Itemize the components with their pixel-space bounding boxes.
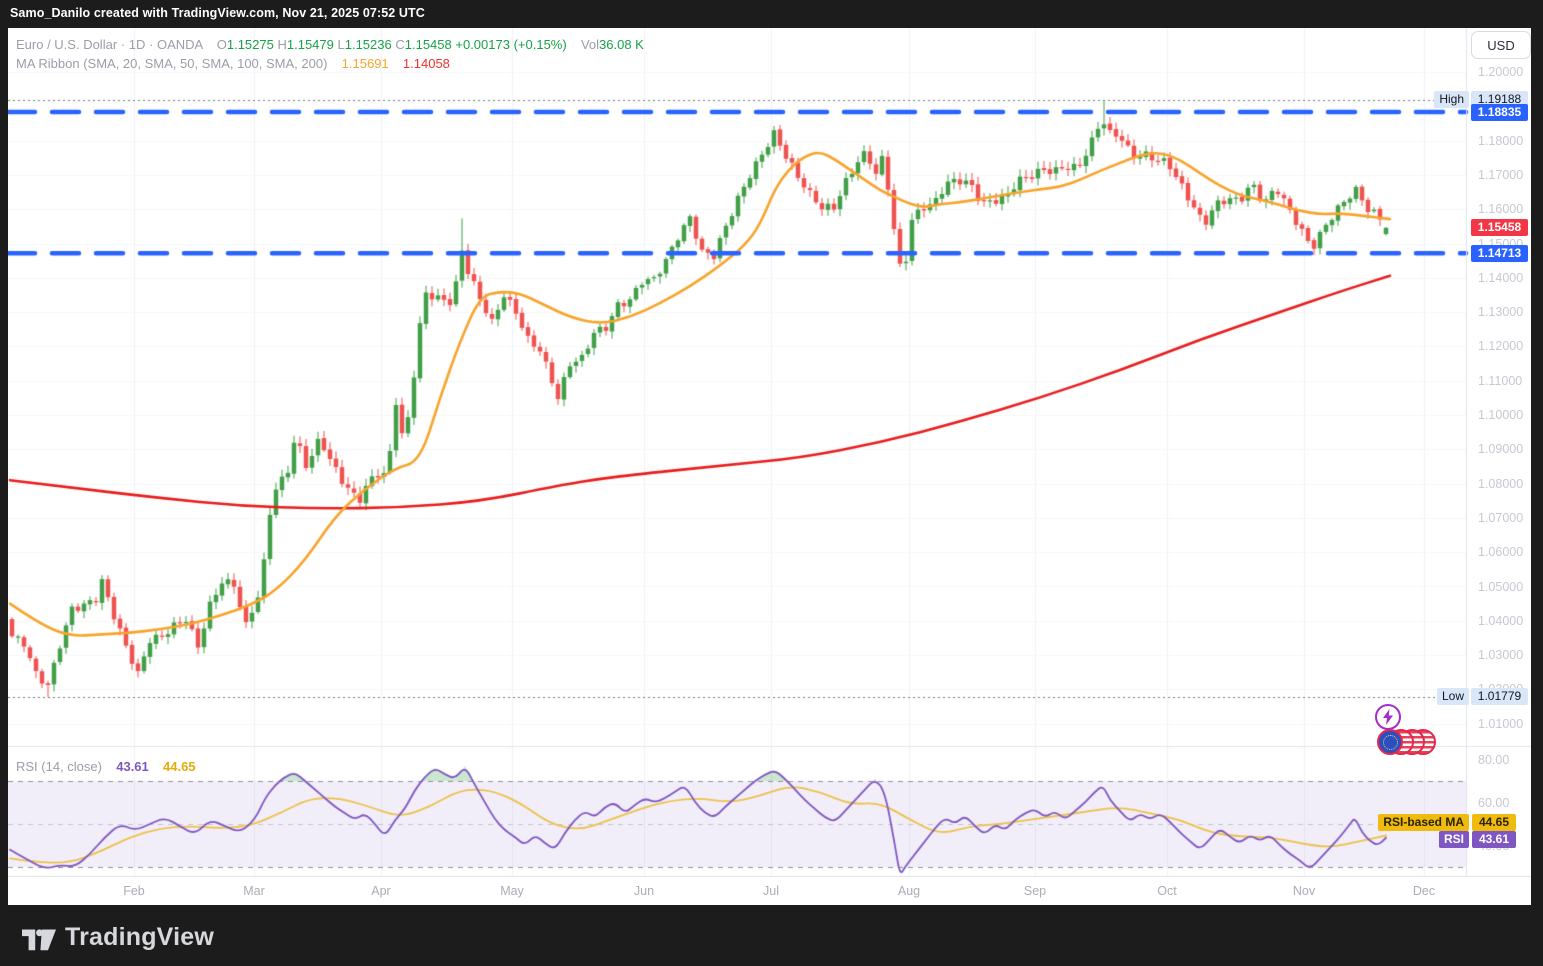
price-chart-canvas[interactable] [8, 28, 1531, 877]
rsi-legend[interactable]: RSI (14, close) 43.61 44.65 [16, 759, 196, 774]
ma-fast-value: 1.15691 [341, 56, 389, 71]
ohlc-open: 1.15275 [226, 37, 274, 52]
x-axis-month-label: Feb [123, 884, 145, 898]
support-level-badge[interactable]: 1.14713 [1471, 245, 1528, 262]
ohlc-high: 1.15479 [286, 37, 334, 52]
tradingview-logo-glyph [22, 928, 56, 950]
x-axis-month-label: Jun [633, 884, 655, 898]
rsi-label-chip: RSI [1438, 831, 1469, 848]
ma-ribbon-label[interactable]: MA Ribbon (SMA, 20, SMA, 50, SMA, 100, S… [16, 56, 328, 71]
chart-panel: Euro / U.S. Dollar · 1D · OANDA O1.15275… [8, 28, 1531, 905]
x-axis-month-label: Mar [243, 884, 265, 898]
attribution-text: Samo_Danilo created with TradingView.com… [10, 6, 425, 20]
rsi-ma-current-value: 44.65 [163, 759, 196, 774]
session-high-label-chip: High [1434, 91, 1469, 108]
eu-flag-icon [1377, 729, 1403, 755]
last-price-badge: 1.15458 [1471, 219, 1528, 236]
x-axis-month-label: Apr [371, 884, 391, 898]
resistance-level-badge[interactable]: 1.18835 [1471, 104, 1528, 121]
attribution-bar: Samo_Danilo created with TradingView.com… [0, 0, 1543, 28]
x-axis-month-label: Aug [897, 884, 921, 898]
rsi-current-value: 43.61 [116, 759, 149, 774]
symbol-title[interactable]: Euro / U.S. Dollar [16, 37, 118, 52]
tradingview-logo[interactable]: TradingView [22, 923, 214, 952]
session-high-value-badge: 1.19188 [1471, 91, 1528, 108]
symbol-status-row[interactable]: Euro / U.S. Dollar · 1D · OANDA O1.15275… [16, 37, 644, 52]
interval-label[interactable]: 1D [128, 37, 146, 52]
rsi-value-badge: 43.61 [1472, 831, 1516, 848]
ohlc-close: 1.15458 [404, 37, 452, 52]
lightning-icon[interactable] [1375, 704, 1401, 730]
rsi-indicator-label[interactable]: RSI (14, close) [16, 759, 102, 774]
x-axis-month-label: Nov [1292, 884, 1316, 898]
right-frame-strip [1531, 28, 1543, 905]
footer-bar: TradingView [0, 905, 1543, 966]
currency-unit-button[interactable]: USD [1471, 31, 1531, 59]
ma-ribbon-row[interactable]: MA Ribbon (SMA, 20, SMA, 50, SMA, 100, S… [16, 54, 644, 73]
change-value: +0.00173 (+0.15%) [455, 37, 567, 52]
symbol-legend[interactable]: Euro / U.S. Dollar · 1D · OANDA O1.15275… [16, 35, 644, 73]
x-axis-month-label: Oct [1157, 884, 1177, 898]
ohlc-low: 1.15236 [344, 37, 392, 52]
rsi-ma-value-badge: 44.65 [1472, 814, 1516, 831]
exchange-label[interactable]: OANDA [156, 37, 203, 52]
currency-pair-flags-icon[interactable] [1377, 729, 1436, 755]
ma-slow-value: 1.14058 [402, 56, 450, 71]
session-low-value-badge: 1.01779 [1471, 688, 1528, 705]
x-axis-month-label: May [500, 884, 524, 898]
volume-value: 36.08 K [599, 37, 644, 52]
rsi-ma-label-chip: RSI-based MA [1378, 814, 1469, 831]
x-axis-month-label: Dec [1412, 884, 1436, 898]
x-axis-month-label: Sep [1023, 884, 1047, 898]
tradingview-logo-text: TradingView [65, 923, 215, 951]
x-axis-month-label: Jul [763, 884, 779, 898]
session-low-label-chip: Low [1436, 688, 1469, 705]
